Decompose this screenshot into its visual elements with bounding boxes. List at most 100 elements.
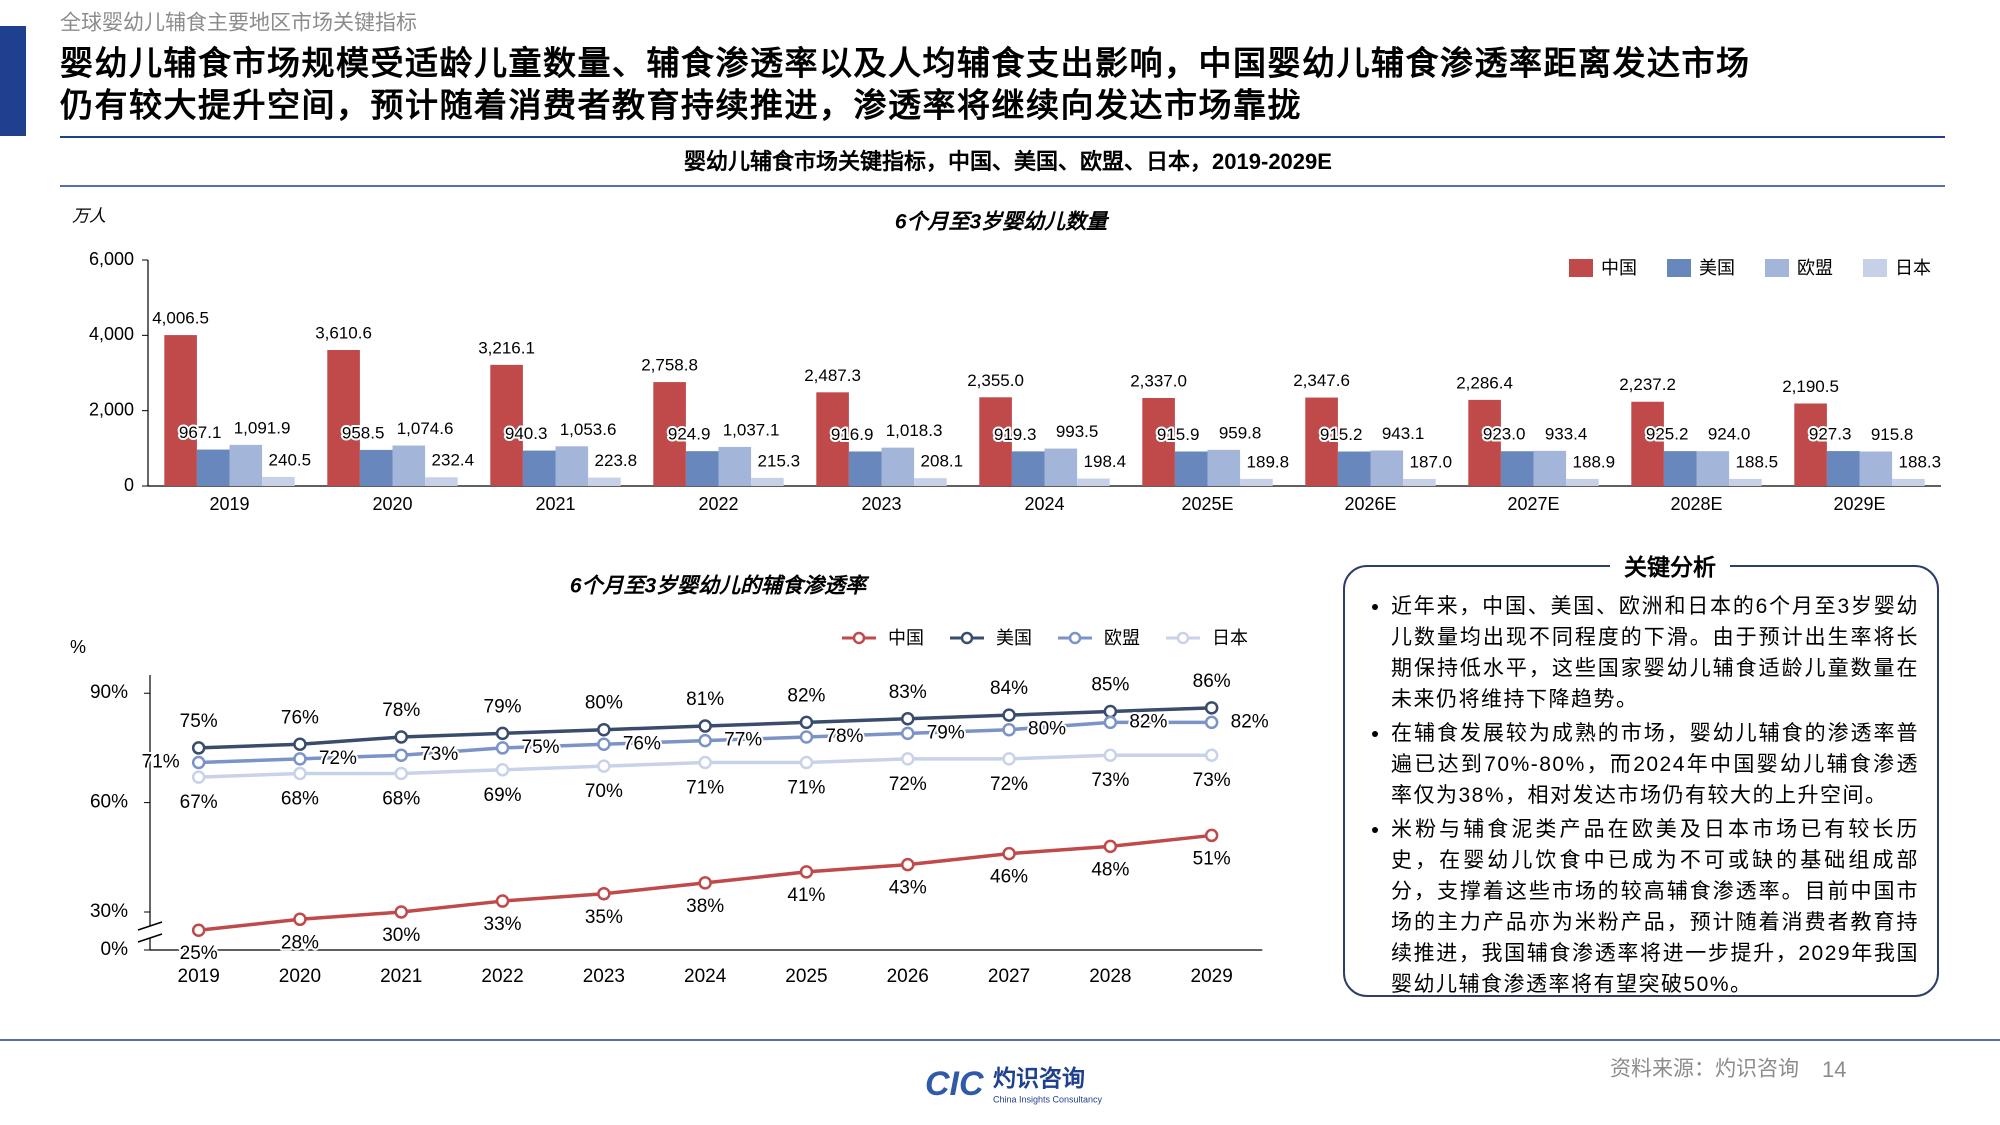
point [1103,748,1118,762]
chart-title: 6个月至3岁婴幼儿的辅食渗透率 [570,574,870,598]
legend-swatch [1863,259,1887,277]
x-tick-label: 2029 [1191,966,1233,987]
point [698,733,712,748]
legend-marker [1068,631,1082,645]
value-label: 48% [1091,859,1129,880]
value-label: 69% [484,785,522,806]
point [1002,752,1016,766]
subtitle: 婴幼儿辅食市场关键指标，中国、美国、欧盟、日本，2019-2029E [684,149,1332,174]
bar [979,397,1012,486]
x-tick-label: 2021 [535,494,575,514]
point [495,726,510,741]
y-unit: 万人 [72,206,106,225]
bar [392,445,426,486]
point [394,730,408,744]
value-label: 79% [484,696,522,717]
title-line: 婴幼儿辅食市场规模受适龄儿童数量、辅食渗透率以及人均辅食支出影响，中国婴幼儿辅食… [60,45,1751,82]
value-label: 4,006.5 [152,309,209,328]
point [901,726,915,741]
point [495,741,510,755]
legend-swatch [1765,259,1789,277]
value-label: 77% [724,730,762,751]
point [799,865,814,879]
value-label: 2,337.0 [1130,371,1187,390]
point [1103,704,1118,719]
value-label: 958.5 [342,423,385,442]
value-label: 83% [889,682,927,703]
value-label: 85% [1091,674,1129,695]
analysis-list: 近年来，中国、美国、欧洲和日本的6个月至3岁婴幼儿数量均出现不同程度的下滑。由于… [1367,591,1919,1000]
x-tick-label: 2029E [1833,494,1885,514]
value-label: 35% [585,907,623,928]
bar [1696,451,1730,486]
value-label: 2,347.6 [1293,371,1350,390]
value-label: 72% [889,774,927,795]
value-label: 198.4 [1084,452,1127,471]
bar [1337,451,1371,486]
x-tick-label: 2020 [372,494,412,514]
x-tick-label: 2028 [1089,966,1131,987]
analysis-box: 近年来，中国、美国、欧洲和日本的6个月至3岁婴幼儿数量均出现不同程度的下滑。由于… [1343,565,1939,997]
analysis-item: 米粉与辅食泥类产品在欧美及日本市场已有较长历史，在婴幼儿饮食中已成为不可或缺的基… [1391,814,1919,1000]
bar [1729,478,1762,486]
bar [1500,451,1534,486]
point [293,737,307,752]
value-label: 1,037.1 [723,420,780,439]
value-label: 2,190.5 [1782,377,1839,396]
analysis-text: 近年来，中国、美国、欧洲和日本的6个月至3岁婴幼儿数量均出现不同程度的下滑。由于… [1391,595,1919,711]
value-label: 1,091.9 [234,418,291,437]
value-label: 2,237.2 [1619,375,1676,394]
legend-marker [960,631,974,645]
legend-label: 欧盟 [1104,628,1140,648]
value-label: 43% [889,878,927,899]
analysis-item: 近年来，中国、美国、欧洲和日本的6个月至3岁婴幼儿数量均出现不同程度的下滑。由于… [1391,591,1919,715]
value-label: 915.9 [1157,425,1200,444]
value-label: 2,487.3 [804,366,861,385]
value-label: 915.8 [1871,425,1914,444]
bar [1794,403,1827,486]
bar [685,451,719,486]
y-tick-label: 60% [90,792,128,813]
value-label: 940.3 [505,424,548,443]
value-label: 924.9 [668,425,711,444]
point [1002,722,1016,737]
x-tick-label: 2026E [1344,494,1396,514]
value-label: 208.1 [921,452,964,471]
bar [751,477,784,486]
point [597,887,611,901]
y-tick-label: 2,000 [89,399,134,419]
bar [490,364,523,486]
title-line: 仍有较大提升空间，预计随着消费者教育持续推进，渗透率将继续向发达市场靠拢 [60,87,1302,124]
bar [1011,451,1045,486]
value-label: 2,286.4 [1456,373,1513,392]
value-label: 2,758.8 [641,356,698,375]
value-label: 959.8 [1219,423,1262,442]
point [1204,701,1219,715]
value-label: 189.8 [1247,452,1290,471]
bar [1403,478,1436,486]
bar [1892,478,1925,486]
logo-mark: CIC [925,1065,984,1103]
y-tick-label: 30% [90,901,128,922]
value-label: 73% [420,744,458,765]
x-tick-label: 2023 [583,966,625,987]
value-label: 187.0 [1410,452,1453,471]
bar [327,350,360,486]
value-label: 71% [686,778,724,799]
legend-label: 美国 [1699,258,1735,278]
legend-label: 中国 [1601,258,1637,278]
value-label: 919.3 [994,425,1037,444]
point [495,763,510,777]
bar [1533,450,1567,486]
value-label: 1,053.6 [560,420,617,439]
accent-bar [0,26,26,136]
value-label: 188.9 [1573,452,1616,471]
x-tick-label: 2027E [1507,494,1559,514]
value-label: 188.5 [1736,452,1779,471]
value-label: 30% [382,925,420,946]
bar [229,444,263,486]
bar [1142,397,1175,486]
bar [1370,450,1404,486]
logo-text: 灼识咨询 [993,1065,1085,1091]
value-label: 223.8 [595,451,638,470]
